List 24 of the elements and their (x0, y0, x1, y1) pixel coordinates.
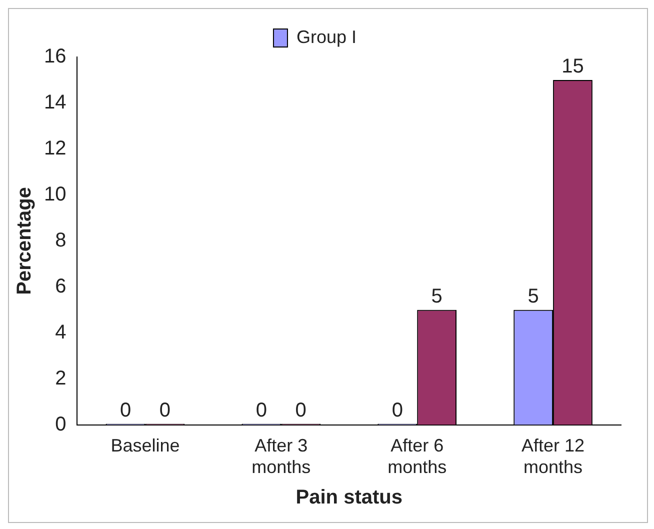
legend-label: Group I (296, 26, 357, 47)
x-tick-label: Baseline (110, 436, 180, 456)
data-label: 0 (392, 399, 403, 422)
y-tick-label: 16 (44, 46, 66, 68)
y-tick-label: 2 (55, 367, 66, 390)
data-label: 5 (528, 285, 539, 308)
data-label: 0 (120, 399, 132, 422)
data-label: 0 (295, 399, 306, 422)
data-label: 0 (256, 399, 268, 422)
x-tick-label: After 6 months (388, 436, 447, 478)
y-tick-label: 4 (55, 321, 66, 344)
y-tick-label: 0 (55, 413, 66, 436)
data-label: 15 (562, 56, 584, 78)
y-tick-label: 12 (44, 137, 66, 160)
data-label: 0 (159, 399, 170, 422)
y-tick-label: 6 (55, 275, 66, 298)
x-tick-label: After 3 months (252, 436, 311, 478)
y-tick-label: 10 (44, 183, 66, 206)
y-axis-title: Percentage (14, 186, 36, 295)
y-tick-label: 14 (44, 91, 66, 114)
x-tick-label: After 12 months (522, 436, 585, 478)
data-label: 5 (431, 285, 442, 308)
x-axis-title: Pain status (296, 486, 402, 509)
y-tick-label: 8 (55, 229, 66, 252)
